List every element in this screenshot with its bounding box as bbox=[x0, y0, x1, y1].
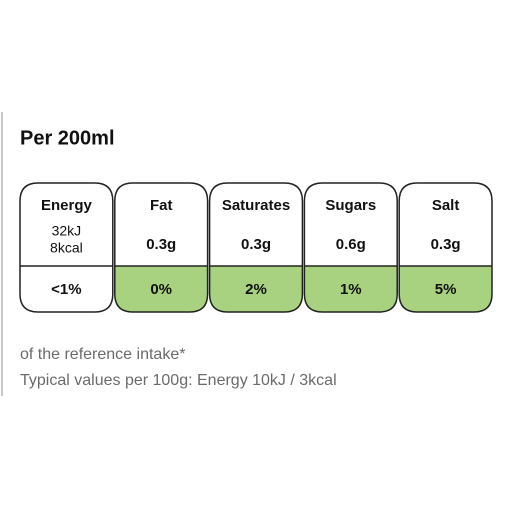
nutrient-name: Salt bbox=[432, 197, 460, 214]
percent-fill bbox=[114, 266, 208, 312]
nutrient-amount: 0.3g bbox=[431, 236, 461, 253]
reference-percent: 2% bbox=[245, 281, 267, 298]
cell-outline bbox=[19, 182, 114, 313]
nutrient-amount: 0.3g bbox=[241, 236, 271, 253]
reference-percent: 0% bbox=[150, 281, 172, 298]
nutrient-name: Energy bbox=[41, 197, 93, 214]
reference-percent: 1% bbox=[340, 281, 362, 298]
percent-fill bbox=[209, 266, 303, 312]
footer-note: of the reference intake* bbox=[20, 346, 185, 363]
percent-fill bbox=[399, 266, 492, 312]
reference-percent: 5% bbox=[435, 281, 457, 298]
nutrient-amount: 32kJ bbox=[52, 223, 82, 239]
cell-outline bbox=[398, 182, 493, 313]
nutrient-amount: 0.6g bbox=[336, 236, 366, 253]
nutrient-name: Fat bbox=[150, 197, 173, 214]
cell-outline bbox=[208, 182, 304, 313]
percent-fill bbox=[304, 266, 398, 312]
nutrient-amount: 8kcal bbox=[50, 240, 83, 256]
footer-note: Typical values per 100g: Energy 10kJ / 3… bbox=[20, 372, 337, 389]
nutrient-name: Sugars bbox=[325, 197, 376, 214]
cell-outline bbox=[303, 182, 398, 313]
title: Per 200ml bbox=[20, 127, 115, 149]
reference-percent: <1% bbox=[51, 281, 81, 298]
cell-outline bbox=[114, 182, 209, 313]
percent-fill bbox=[20, 266, 113, 312]
nutrient-amount: 0.3g bbox=[146, 236, 176, 253]
nutrient-name: Saturates bbox=[222, 197, 290, 214]
